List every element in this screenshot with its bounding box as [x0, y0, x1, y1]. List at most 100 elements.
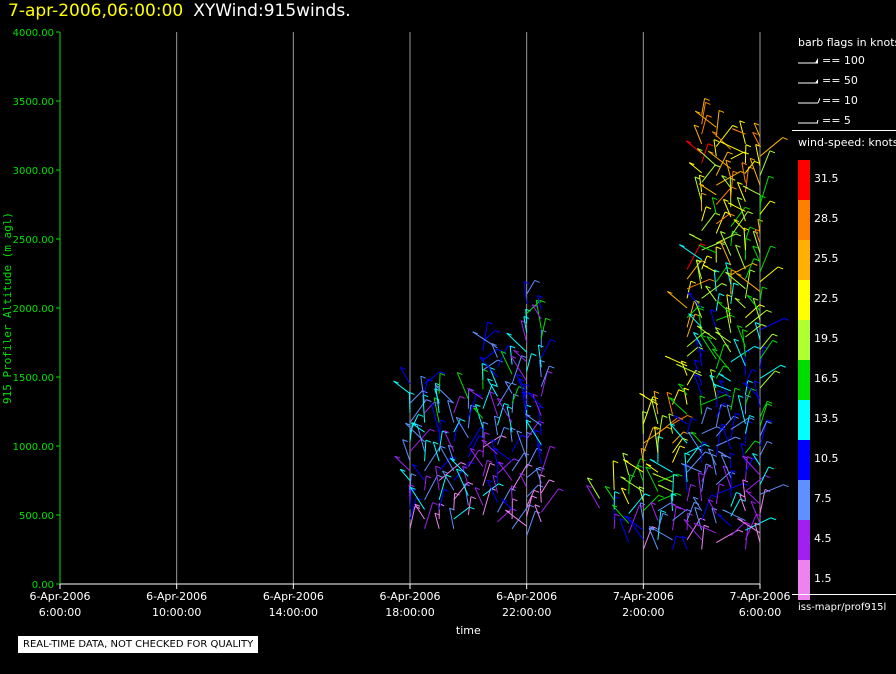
wind-barb	[759, 150, 771, 176]
wind-barb-flag	[460, 418, 466, 422]
wind-barb	[672, 474, 674, 502]
wind-barb	[696, 148, 717, 167]
wind-barb	[737, 518, 761, 534]
wind-barb-flag	[719, 379, 725, 383]
wind-barb-flag	[439, 372, 446, 376]
wind-barb-flag	[645, 466, 651, 470]
wind-barb	[744, 380, 749, 396]
wind-barb-flag	[640, 447, 647, 451]
wind-barb	[736, 325, 746, 347]
wind-barb-flag	[683, 387, 690, 391]
wind-barb	[687, 431, 703, 454]
x-tick-label: 7-Apr-2006	[729, 590, 790, 603]
wind-barb	[715, 391, 720, 408]
wind-barb	[720, 423, 732, 449]
wind-barb-flag	[727, 151, 733, 155]
wind-barb	[462, 466, 469, 487]
wind-barb-flag	[754, 380, 760, 384]
wind-barb	[526, 353, 532, 372]
wind-barb-flag	[487, 479, 493, 483]
wind-barb	[449, 508, 455, 529]
wind-barb-flag	[719, 242, 725, 246]
wind-barb	[642, 526, 653, 550]
wind-barb	[586, 485, 601, 509]
wind-barb-flag	[706, 255, 713, 259]
wind-barb-flag	[696, 259, 702, 263]
x-tick-label: 6:00:00	[739, 606, 781, 619]
wind-barb	[701, 206, 707, 222]
wind-barb-flag	[740, 443, 747, 446]
wind-barb	[759, 421, 768, 437]
wind-barb-flag	[712, 348, 718, 352]
wind-barb-flag	[770, 200, 776, 204]
wind-barb	[657, 473, 678, 483]
wind-barb-flag	[673, 473, 679, 477]
wind-barb-flag	[518, 378, 525, 382]
wind-barb	[510, 485, 513, 500]
wind-barb-flag	[737, 529, 744, 533]
wind-barb	[532, 393, 542, 416]
wind-barb	[438, 489, 445, 510]
x-tick-label: 6-Apr-2006	[496, 590, 557, 603]
wind-barb-flag	[749, 269, 756, 273]
wind-barb	[410, 422, 425, 433]
wind-barb	[409, 473, 412, 491]
wind-barb-flag	[526, 431, 533, 435]
wind-barb	[456, 468, 469, 496]
barb-legend-label: == 100	[822, 54, 865, 67]
wind-barb	[722, 465, 732, 488]
wind-barb	[467, 393, 477, 419]
barb-legend-label: == 50	[822, 74, 858, 87]
wind-barb-flag	[702, 264, 709, 268]
wind-barb	[759, 403, 768, 427]
wind-barb	[394, 455, 411, 472]
wind-barb-flag	[677, 473, 683, 477]
wind-barb	[526, 420, 540, 440]
wind-barb	[540, 339, 552, 358]
wind-barb-flag	[731, 186, 737, 190]
wind-barb-flag	[699, 174, 705, 178]
wind-barb-flag	[459, 395, 465, 399]
wind-barb	[409, 428, 431, 452]
wind-barb	[586, 477, 601, 499]
wind-barb	[759, 466, 770, 485]
wind-barb-flag	[688, 162, 695, 166]
wind-barb	[715, 125, 734, 147]
wind-barb-flag	[729, 213, 735, 217]
wind-barb	[759, 419, 768, 447]
colorbar-label: 10.5	[814, 452, 839, 465]
wind-barb-flag	[658, 494, 664, 498]
wind-barb	[701, 407, 708, 425]
wind-barb-flag	[516, 430, 522, 434]
wind-barb	[482, 384, 493, 409]
wind-barb-flag	[708, 448, 714, 452]
wind-barb-flag	[721, 283, 727, 286]
wind-barb-flag	[721, 454, 727, 458]
wind-barb-flag	[696, 325, 703, 329]
wind-barb	[501, 499, 513, 510]
wind-barb	[716, 513, 732, 527]
wind-barb-flag	[739, 494, 745, 498]
wind-barb-flag	[777, 266, 784, 270]
wind-barb-flag	[766, 440, 773, 444]
wind-barb	[711, 197, 717, 215]
wind-barb	[730, 230, 733, 246]
wind-barb-flag	[491, 439, 497, 443]
colorbar-swatch	[798, 200, 810, 240]
wind-barb	[695, 260, 703, 280]
barb-glyph-icon	[798, 97, 820, 104]
wind-barb	[694, 176, 703, 202]
quality-notice: REAL-TIME DATA, NOT CHECKED FOR QUALITY	[18, 636, 259, 653]
wind-barb-flag	[653, 390, 660, 394]
wind-barb-flag	[749, 226, 756, 230]
wind-barb-flag	[721, 175, 727, 179]
wind-barb-flag	[479, 435, 485, 439]
wind-barb	[726, 294, 732, 324]
wind-barb	[408, 392, 411, 413]
wind-barb	[493, 447, 513, 462]
wind-barb-flag	[410, 486, 416, 490]
wind-barb	[424, 475, 427, 491]
wind-barb-flag	[639, 392, 645, 396]
wind-barb-flag	[637, 464, 643, 468]
wind-barb-flag	[549, 365, 555, 369]
